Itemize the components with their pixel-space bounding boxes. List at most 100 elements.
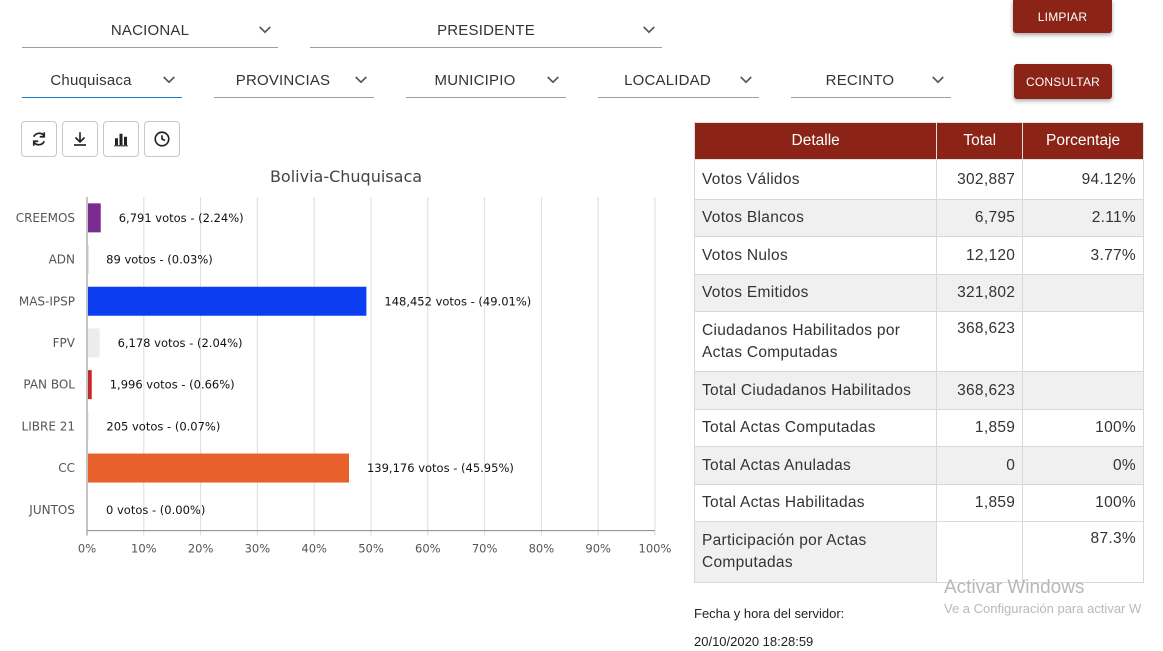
refresh-icon [32, 132, 46, 146]
row-detalle: Total Actas Habilitadas [693, 484, 938, 522]
table-row: Total Actas Habilitadas 1,859 100% [693, 484, 1144, 522]
data-label: 6,178 votos - (2.04%) [118, 336, 243, 350]
row-detalle: Votos Emitidos [693, 274, 938, 312]
chart-x-ticks: 0% 10% 20% 30% 40% 50% 60% 70% 80% 90% 100% [78, 542, 672, 556]
row-total: 12,120 [936, 236, 1024, 275]
chevron-down-icon [163, 76, 175, 84]
category-label: MAS-IPSP [19, 294, 75, 308]
row-total: 368,623 [936, 371, 1024, 410]
server-time-value: 20/10/2020 18:28:59 [694, 634, 814, 649]
row-total: 368,623 [936, 311, 1024, 372]
locality-select[interactable]: LOCALIDAD [598, 64, 759, 98]
precinct-select[interactable]: RECINTO [791, 64, 951, 98]
row-pct: 2.11% [1022, 199, 1144, 237]
table-row: Votos Emitidos 321,802 [693, 274, 1144, 312]
precinct-select-value: RECINTO [825, 72, 895, 89]
data-label: 0 votos - (0.00%) [106, 503, 205, 517]
row-total: 321,802 [936, 274, 1024, 312]
data-label: 139,176 votos - (45.95%) [367, 461, 514, 475]
server-time-label: Fecha y hora del servidor: [694, 606, 845, 621]
x-tick-label: 60% [415, 542, 441, 556]
x-tick-label: 40% [301, 542, 327, 556]
x-tick-label: 90% [585, 542, 611, 556]
results-bar-chart: Bolivia-Chuquisaca CREEMOS ADN MAS-IPSP FPV… [16, 167, 672, 556]
table-row: Total Actas Computadas 1,859 100% [693, 409, 1144, 447]
header-total: Total [936, 122, 1024, 160]
history-button[interactable] [144, 121, 180, 157]
category-label: LIBRE 21 [22, 419, 75, 433]
bar-pan-bol [88, 370, 92, 400]
row-total [936, 521, 1024, 583]
table-row: Total Actas Anuladas 0 0% [693, 446, 1144, 485]
chevron-down-icon [932, 76, 944, 84]
row-pct [1022, 274, 1144, 312]
chevron-down-icon [547, 76, 559, 84]
row-pct: 3.77% [1022, 236, 1144, 275]
row-detalle: Total Actas Anuladas [693, 446, 938, 485]
download-button[interactable] [62, 121, 98, 157]
clear-button[interactable]: LIMPIAR [1013, 0, 1112, 33]
x-tick-label: 10% [131, 542, 157, 556]
bar-cc [88, 453, 349, 483]
chart-data-labels: 6,791 votos - (2.24%) 89 votos - (0.03%) 1… [106, 211, 531, 517]
scope-select[interactable]: NACIONAL [22, 14, 278, 48]
x-tick-label: 80% [529, 542, 555, 556]
table-row: Votos Válidos 302,887 94.12% [693, 159, 1144, 200]
chart-category-labels: CREEMOS ADN MAS-IPSP FPV PAN BOL LIBRE 21 CC JU… [16, 211, 76, 517]
table-row: Ciudadanos Habilitados por Actas Computa… [693, 311, 1144, 372]
municipality-select[interactable]: MUNICIPIO [406, 64, 566, 98]
data-label: 1,996 votos - (0.66%) [110, 378, 235, 392]
row-total: 1,859 [936, 484, 1024, 522]
row-detalle: Ciudadanos Habilitados por Actas Computa… [693, 311, 938, 372]
download-icon [74, 132, 86, 146]
chevron-down-icon [259, 26, 271, 34]
activation-watermark-title: Activar Windows [944, 577, 1085, 598]
row-detalle: Total Actas Computadas [693, 409, 938, 447]
table-row: Votos Blancos 6,795 2.11% [693, 199, 1144, 237]
chevron-down-icon [643, 26, 655, 34]
table-row: Total Ciudadanos Habilitados 368,623 [693, 371, 1144, 410]
data-label: 89 votos - (0.03%) [106, 253, 213, 267]
row-pct: 100% [1022, 409, 1144, 447]
category-label: JUNTOS [28, 503, 75, 517]
header-detalle: Detalle [693, 122, 938, 160]
query-button[interactable]: CONSULTAR [1014, 64, 1112, 99]
x-tick-label: 20% [188, 542, 214, 556]
locality-select-value: LOCALIDAD [624, 72, 711, 89]
department-select-value: Chuquisaca [50, 72, 132, 89]
chart-grid [86, 197, 656, 536]
row-pct [1022, 311, 1144, 372]
bar-creemos [88, 203, 101, 233]
table-row: Votos Nulos 12,120 3.77% [693, 236, 1144, 275]
chart-button[interactable] [103, 121, 139, 157]
data-label: 6,791 votos - (2.24%) [119, 211, 244, 225]
election-select-value: PRESIDENTE [437, 22, 535, 39]
municipality-select-value: MUNICIPIO [434, 72, 516, 89]
election-select[interactable]: PRESIDENTE [310, 14, 662, 48]
results-table: Detalle Total Porcentaje Votos Válidos 3… [693, 122, 1144, 583]
refresh-button[interactable] [21, 121, 57, 157]
data-label: 148,452 votos - (49.01%) [384, 294, 531, 308]
row-total: 6,795 [936, 199, 1024, 237]
department-select[interactable]: Chuquisaca [22, 64, 182, 98]
row-total: 302,887 [936, 159, 1024, 200]
row-detalle: Participación por Actas Computadas [693, 521, 938, 583]
row-pct: 87.3% [1022, 521, 1144, 583]
bar-chart-icon [114, 133, 128, 147]
row-detalle: Total Ciudadanos Habilitados [693, 371, 938, 410]
row-pct: 0% [1022, 446, 1144, 485]
scope-select-value: NACIONAL [110, 22, 190, 39]
chevron-down-icon [740, 76, 752, 84]
row-pct: 94.12% [1022, 159, 1144, 200]
row-total: 1,859 [936, 409, 1024, 447]
x-tick-label: 50% [358, 542, 384, 556]
table-row: Participación por Actas Computadas 87.3% [693, 521, 1144, 583]
x-tick-label: 0% [78, 542, 96, 556]
row-detalle: Votos Nulos [693, 236, 938, 275]
bar-mas-ipsp [88, 286, 367, 316]
row-pct [1022, 371, 1144, 410]
x-tick-label: 100% [639, 542, 672, 556]
category-label: PAN BOL [23, 378, 75, 392]
row-detalle: Votos Válidos [693, 159, 938, 200]
province-select[interactable]: PROVINCIAS [214, 64, 374, 98]
